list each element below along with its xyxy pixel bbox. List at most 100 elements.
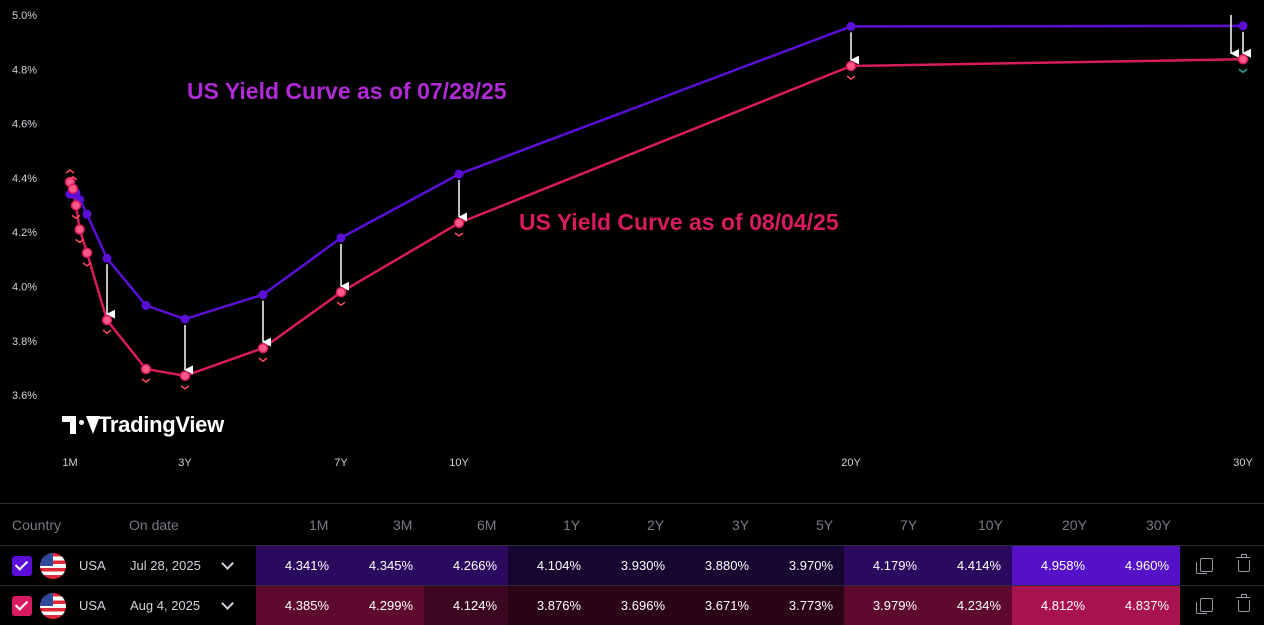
data-point [336, 233, 346, 243]
yield-cell: 3.979% [844, 586, 928, 625]
yield-table: Country On date 1M 3M 6M 1Y 2Y 3Y 5Y 7Y … [0, 503, 1264, 625]
trash-icon[interactable] [1236, 594, 1250, 612]
watermark-text: TradingView [98, 412, 224, 437]
yield-cell: 3.880% [676, 546, 760, 585]
y-tick-label: 4.6% [12, 119, 37, 131]
header-tenor: 7Y [900, 517, 918, 533]
copy-icon[interactable] [1196, 598, 1213, 614]
data-point [180, 314, 190, 324]
yield-cell: 4.385% [256, 586, 340, 625]
data-point [1237, 54, 1249, 65]
change-chevron [68, 175, 78, 181]
y-tick-label: 4.0% [12, 282, 37, 294]
data-point [140, 363, 152, 375]
yield-cell: 4.960% [1096, 546, 1180, 585]
yield-cell: 4.837% [1096, 586, 1180, 625]
data-point [82, 209, 92, 219]
y-tick-label: 4.8% [12, 64, 37, 76]
data-point [101, 314, 113, 326]
chevron-down-icon[interactable] [221, 597, 234, 610]
data-point [67, 183, 79, 195]
data-point [846, 21, 856, 31]
header-tenor: 10Y [978, 517, 1003, 533]
x-tick-label: 3Y [178, 457, 192, 469]
x-axis-ticks: 1M 3Y 7Y 10Y 20Y 30Y [62, 457, 1253, 469]
data-point [81, 247, 93, 259]
change-chevron [141, 378, 151, 383]
change-chevron [82, 262, 92, 267]
yield-cell: 4.179% [844, 546, 928, 585]
change-chevron [75, 238, 85, 244]
row-checkbox[interactable] [12, 556, 32, 576]
table-row: USA Aug 4, 2025 4.385% 4.299% 4.124% 3.876%… [0, 585, 1264, 625]
tradingview-logo-icon [62, 414, 100, 436]
header-tenor: 2Y [647, 517, 665, 533]
yield-cell: 4.414% [928, 546, 1012, 585]
header-tenor: 30Y [1146, 517, 1171, 533]
header-tenor: 5Y [816, 517, 834, 533]
series-points [64, 21, 1249, 390]
header-tenor: 6M [477, 517, 497, 533]
change-chevron [846, 75, 856, 80]
change-arrows [106, 15, 1252, 375]
chevron-down-icon[interactable] [221, 557, 234, 570]
data-point [70, 200, 82, 211]
date-select[interactable]: Aug 4, 2025 [130, 598, 201, 613]
y-tick-label: 3.6% [12, 390, 37, 402]
header-country: Country [12, 517, 62, 533]
trash-icon[interactable] [1236, 554, 1250, 572]
us-flag-icon [40, 593, 66, 619]
data-point [257, 342, 269, 354]
yield-cell: 3.696% [592, 586, 676, 625]
change-chevron [336, 301, 346, 307]
header-tenor: 1M [309, 517, 329, 533]
change-chevron [454, 232, 464, 237]
header-tenor: 3M [393, 517, 413, 533]
yield-cell: 3.773% [760, 586, 844, 625]
x-tick-label: 1M [62, 457, 77, 469]
yield-cell: 4.124% [424, 586, 508, 625]
data-point [102, 253, 112, 263]
yield-cell: 4.104% [508, 546, 592, 585]
data-point [179, 370, 191, 382]
x-tick-label: 20Y [841, 457, 861, 469]
date-select[interactable]: Jul 28, 2025 [130, 558, 201, 573]
change-chevron [102, 329, 112, 335]
curve1-label: US Yield Curve as of 07/28/25 [187, 78, 507, 104]
yield-cell: 4.345% [340, 546, 424, 585]
x-tick-label: 30Y [1233, 457, 1253, 469]
data-point [335, 286, 347, 298]
table-row: USA Jul 28, 2025 4.341% 4.345% 4.266% 4.104… [0, 545, 1264, 585]
yield-cell: 3.930% [592, 546, 676, 585]
x-tick-label: 7Y [334, 457, 348, 469]
country-name: USA [79, 558, 106, 573]
data-point [258, 290, 268, 300]
header-tenor: 3Y [732, 517, 750, 533]
y-tick-label: 5.0% [12, 10, 37, 22]
tradingview-watermark: TradingView [62, 410, 224, 440]
x-tick-label: 10Y [449, 457, 469, 469]
country-name: USA [79, 598, 106, 613]
data-point [845, 60, 857, 72]
yield-cell: 4.234% [928, 586, 1012, 625]
copy-icon[interactable] [1196, 558, 1213, 574]
change-chevron [71, 214, 81, 220]
y-tick-label: 4.2% [12, 227, 37, 239]
yield-curve-chart: 5.0%4.8%4.6%4.4%4.2%4.0%3.8%3.6% 1M 3Y 7Y 1… [12, 10, 1253, 469]
yield-cell: 3.876% [508, 586, 592, 625]
yield-cell: 4.958% [1012, 546, 1096, 585]
yield-cell: 3.671% [676, 586, 760, 625]
y-tick-label: 3.8% [12, 336, 37, 348]
y-tick-label: 4.4% [12, 173, 37, 185]
header-tenor: 1Y [563, 517, 581, 533]
change-chevron [258, 357, 268, 363]
yield-cell: 4.812% [1012, 586, 1096, 625]
y-axis-ticks: 5.0% 4.8% 4.6% 4.4% 4.2% 4.0% 3.8% 3.6% [12, 10, 37, 402]
header-on-date: On date [129, 517, 179, 533]
row-checkbox[interactable] [12, 596, 32, 616]
header-tenor: 20Y [1062, 517, 1087, 533]
us-flag-icon [40, 553, 66, 579]
curve2-label: US Yield Curve as of 08/04/25 [519, 209, 839, 235]
change-chevron [180, 385, 190, 390]
yield-cell: 4.341% [256, 546, 340, 585]
